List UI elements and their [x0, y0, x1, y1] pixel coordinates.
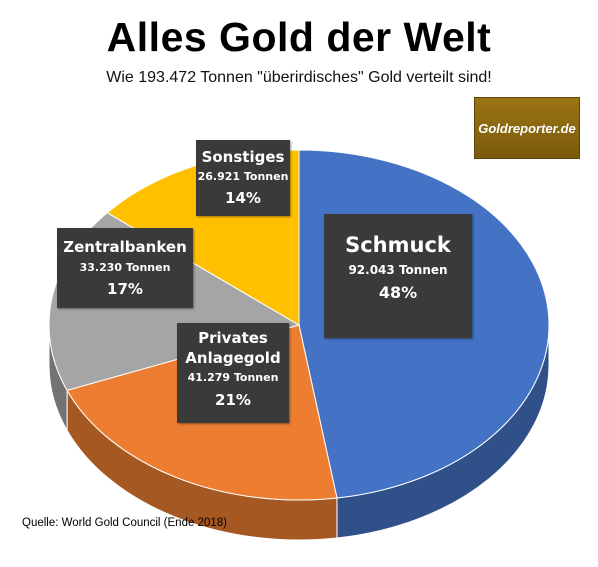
slice-label-zentralbanken: Zentralbanken 33.230 Tonnen 17% — [57, 228, 193, 308]
source-note: Quelle: World Gold Council (Ende 2018) — [22, 517, 227, 529]
slice-label-sonstiges: Sonstiges 26.921 Tonnen 14% — [196, 140, 290, 216]
pie-tops — [48, 149, 550, 501]
chart-subtitle: Wie 193.472 Tonnen "überirdisches" Gold … — [106, 69, 492, 86]
slice-tonnes: 33.230 Tonnen — [79, 261, 171, 274]
chart-title: Alles Gold der Welt — [106, 14, 492, 60]
slice-tonnes: 26.921 Tonnen — [197, 170, 289, 183]
slice-name: Zentralbanken — [63, 238, 187, 256]
slice-percent: 17% — [107, 280, 143, 298]
slice-label-privates-anlagegold: Privates Anlagegold 41.279 Tonnen 21% — [177, 323, 289, 423]
slice-tonnes: 41.279 Tonnen — [187, 371, 279, 384]
slice-percent: 14% — [225, 189, 261, 207]
slice-percent: 21% — [215, 391, 251, 409]
slice-name: Schmuck — [345, 233, 451, 257]
slice-percent: 48% — [378, 283, 418, 302]
slice-tonnes: 92.043 Tonnen — [348, 263, 448, 277]
goldreporter-logo: Goldreporter.de — [474, 97, 580, 159]
slice-name-line-1: Privates — [198, 329, 268, 347]
slice-name-line-2: Anlagegold — [185, 349, 281, 367]
slice-name: Sonstiges — [201, 148, 285, 166]
slice-label-schmuck: Schmuck 92.043 Tonnen 48% — [324, 214, 472, 338]
